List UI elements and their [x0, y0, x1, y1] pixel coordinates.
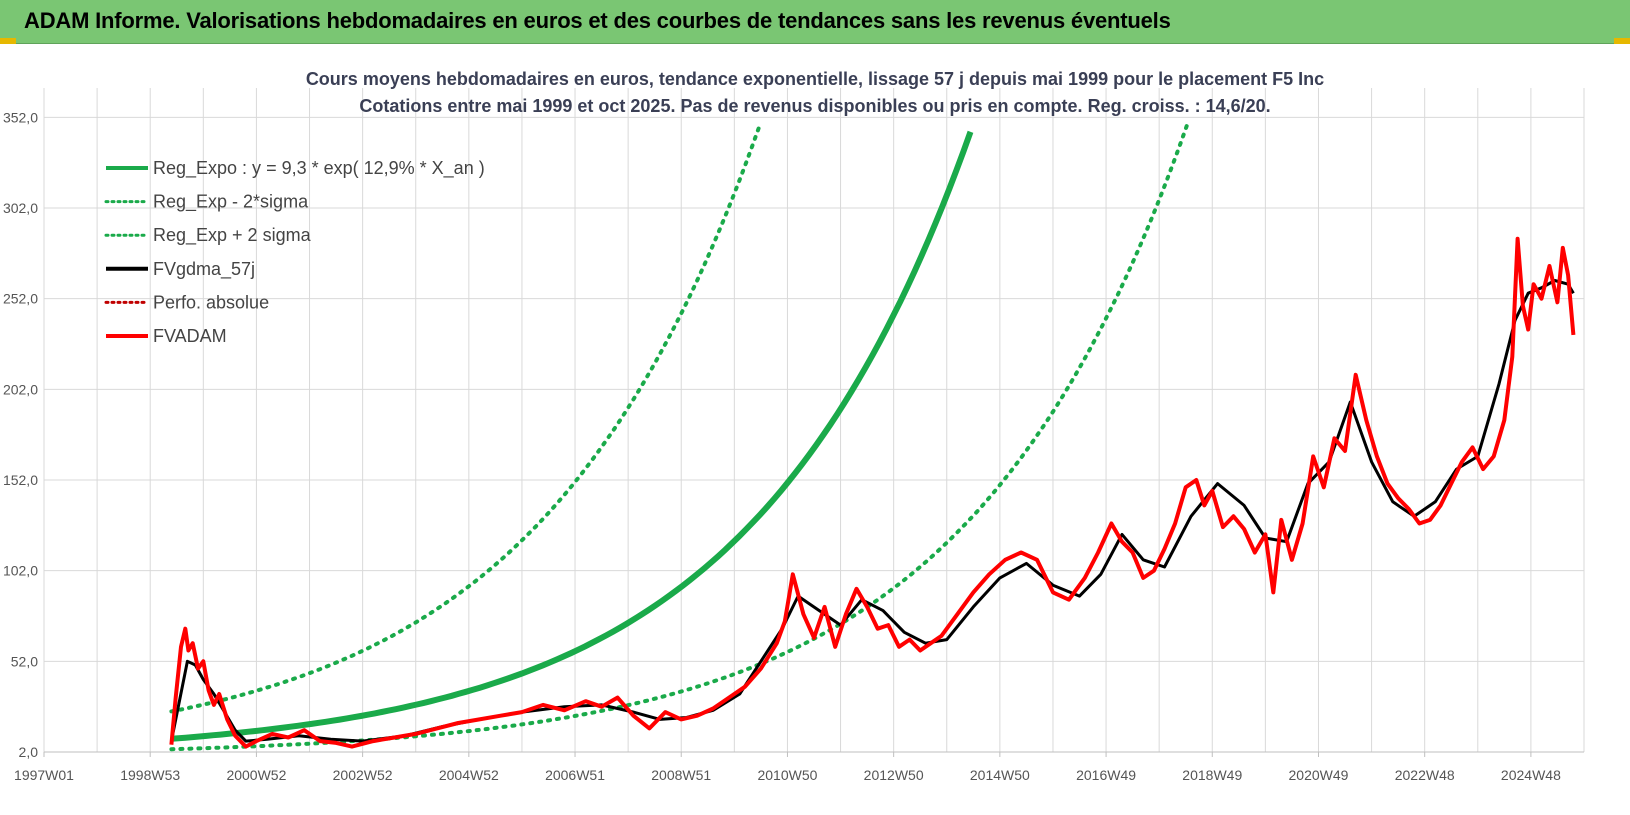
chart-title: Cours moyens hebdomadaires en euros, ten… [306, 69, 1324, 89]
header-bar: ADAM Informe. Valorisations hebdomadaire… [0, 0, 1630, 44]
x-axis-labels: 1997W01 1998W53 2000W52 2002W52 2004W52 2006W… [14, 752, 1561, 783]
legend: Reg_Expo : y = 9,3 * exp( 12,9% * X_an )… [104, 158, 485, 346]
y-tick-label: 252,0 [3, 291, 38, 307]
y-tick-label: 52,0 [11, 653, 38, 669]
x-tick-label: 1998W53 [120, 767, 180, 783]
series-line-reg-plus-2sigma [169, 121, 763, 714]
legend-label: FVADAM [153, 326, 227, 346]
x-tick-label: 2006W51 [545, 767, 605, 783]
y-tick-label: 352,0 [3, 109, 38, 125]
corner-mark-right [1614, 38, 1630, 44]
x-tick-label: 2020W49 [1289, 767, 1349, 783]
x-tick-label: 2016W49 [1076, 767, 1136, 783]
legend-label: FVgdma_57j [153, 259, 255, 280]
y-tick-label: 152,0 [3, 472, 38, 488]
chart: 2,0 52,0 102,0 152,0 202,0 252,0 302,0 352,0 19… [3, 69, 1585, 783]
x-tick-label: 2024W48 [1501, 767, 1561, 783]
x-tick-label: 2010W50 [757, 767, 817, 783]
x-tick-label: 2014W50 [970, 767, 1030, 783]
x-tick-label: 2002W52 [333, 767, 393, 783]
corner-mark-left [0, 38, 16, 44]
gridlines [43, 88, 1585, 752]
legend-label: Perfo. absolue [153, 292, 269, 312]
x-tick-label: 2012W50 [864, 767, 924, 783]
x-tick-label: 2004W52 [439, 767, 499, 783]
legend-label: Reg_Exp - 2*sigma [153, 192, 309, 213]
series-line-reg-expo [171, 130, 974, 742]
x-tick-label: 2018W49 [1182, 767, 1242, 783]
series-line-fvadam [169, 236, 1576, 749]
y-tick-label: 102,0 [3, 563, 38, 579]
x-tick-label: 1997W01 [14, 767, 74, 783]
x-tick-label: 2008W51 [651, 767, 711, 783]
chart-subtitle: Cotations entre mai 1999 et oct 2025. Pa… [359, 96, 1270, 116]
y-axis-labels: 2,0 52,0 102,0 152,0 202,0 252,0 302,0 352,0 [3, 109, 38, 760]
series-line-reg-minus-2sigma [169, 120, 1190, 752]
y-tick-label: 202,0 [3, 381, 38, 397]
series [169, 120, 1576, 752]
legend-label: Reg_Exp + 2 sigma [153, 225, 312, 246]
legend-label: Reg_Expo : y = 9,3 * exp( 12,9% * X_an ) [153, 158, 485, 179]
x-tick-label: 2000W52 [226, 767, 286, 783]
y-tick-label: 2,0 [19, 744, 39, 760]
header-title: ADAM Informe. Valorisations hebdomadaire… [24, 8, 1171, 33]
y-tick-label: 302,0 [3, 200, 38, 216]
x-tick-label: 2022W48 [1395, 767, 1455, 783]
